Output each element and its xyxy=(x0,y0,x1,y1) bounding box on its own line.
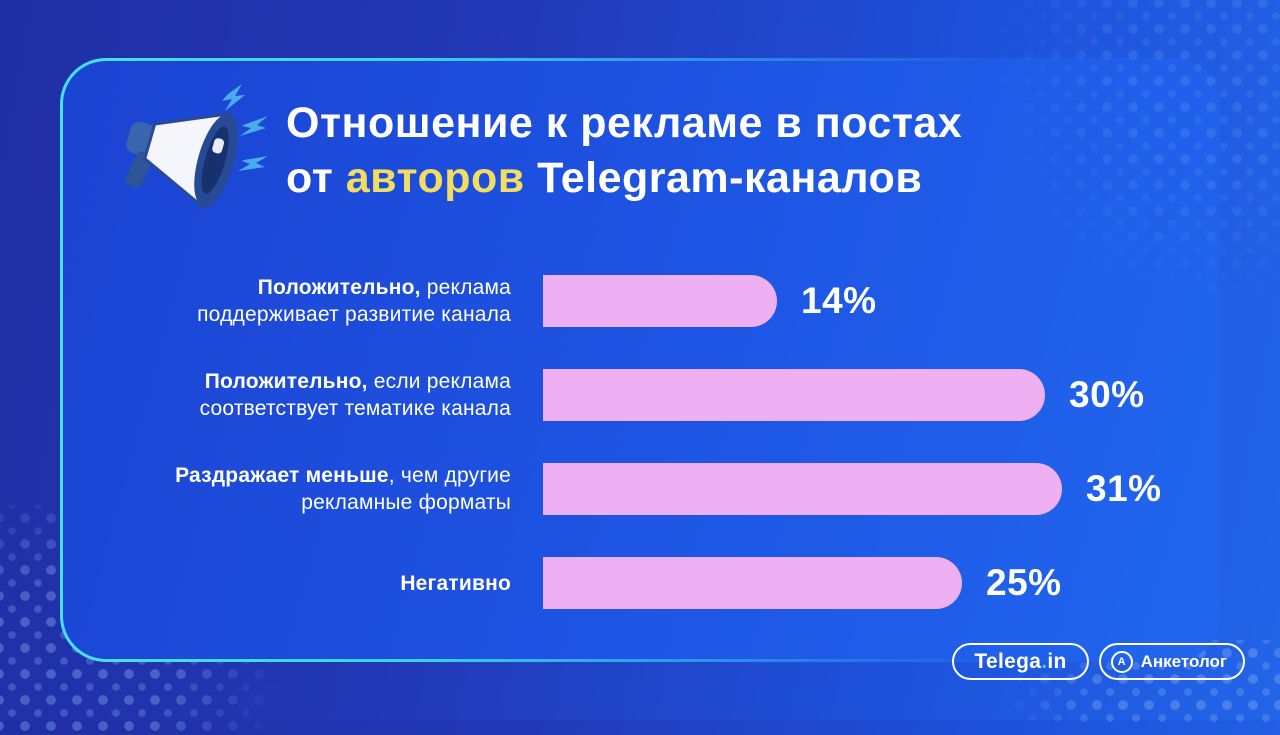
anketolog-label: Анкетолог xyxy=(1140,651,1227,671)
footer-badges: Telega. in А Анкетолог xyxy=(0,643,1245,680)
telega-dot: . xyxy=(1041,649,1048,673)
anketolog-logo-icon: А xyxy=(1110,650,1133,673)
chart-row: Положительно, если реклама соответствует… xyxy=(130,369,1162,421)
bar-value-label: 30% xyxy=(1069,374,1145,415)
title-line-1: Отношение к рекламе в постах xyxy=(286,99,963,147)
bar-category-label: Положительно, реклама поддерживает разви… xyxy=(197,276,511,326)
page-title: Отношение к рекламе в постах от авторов … xyxy=(286,96,962,206)
bar-value-label: 25% xyxy=(986,562,1062,603)
bar-category-label: Положительно, если реклама соответствует… xyxy=(199,370,511,420)
halftone-dots-top-right xyxy=(990,0,1280,290)
title-highlight: авторов xyxy=(345,154,525,202)
megaphone-icon xyxy=(108,76,278,241)
title-line-2: от авторов Telegram-каналов xyxy=(286,154,923,202)
bar xyxy=(543,369,1045,421)
bar xyxy=(543,275,777,327)
chart-row: Положительно, реклама поддерживает разви… xyxy=(130,275,1162,327)
lightning-icon xyxy=(222,84,268,171)
bar xyxy=(543,557,962,609)
bar-chart: Положительно, реклама поддерживает разви… xyxy=(130,275,1162,651)
chart-row: Раздражает меньше, чем другие рекламные … xyxy=(130,463,1162,515)
chart-row: Негативно 25% xyxy=(130,557,1162,609)
anketolog-badge[interactable]: А Анкетолог xyxy=(1098,643,1245,680)
bar xyxy=(543,463,1062,515)
telega-in-badge[interactable]: Telega. in xyxy=(952,643,1089,680)
bar-category-label: Негативно xyxy=(400,571,511,595)
bar-category-label: Раздражает меньше, чем другие рекламные … xyxy=(175,464,511,514)
bar-value-label: 31% xyxy=(1086,468,1162,509)
bar-value-label: 14% xyxy=(801,280,877,321)
